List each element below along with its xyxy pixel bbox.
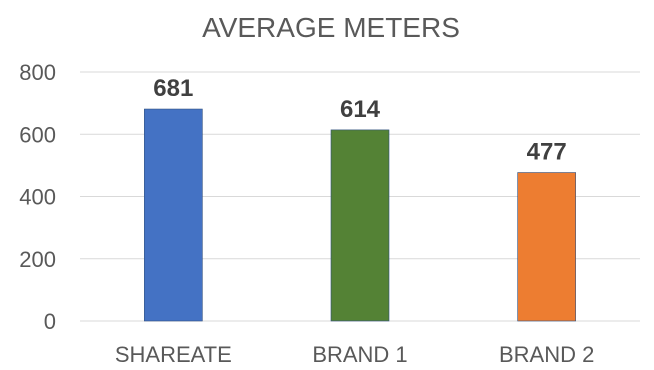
data-labels: 681 614 477 <box>153 75 566 165</box>
bar <box>330 129 390 322</box>
x-tick-label: BRAND 2 <box>499 342 594 367</box>
y-tick-label: 800 <box>19 60 56 85</box>
y-tick-label: 0 <box>44 309 56 334</box>
y-axis-ticks: 0 200 400 600 800 <box>19 60 56 334</box>
bars <box>144 108 576 322</box>
chart-title: AVERAGE METERS <box>202 12 460 43</box>
x-axis-ticks: SHAREATE BRAND 1 BRAND 2 <box>115 342 594 367</box>
x-tick-label: SHAREATE <box>115 342 232 367</box>
y-tick-label: 400 <box>19 185 56 210</box>
y-tick-label: 200 <box>19 247 56 272</box>
x-tick-label: BRAND 1 <box>312 342 407 367</box>
data-label: 477 <box>527 139 567 166</box>
data-label: 614 <box>340 96 381 123</box>
bar <box>517 172 576 322</box>
bar <box>144 108 203 322</box>
data-label: 681 <box>153 75 193 102</box>
y-tick-label: 600 <box>19 122 56 147</box>
